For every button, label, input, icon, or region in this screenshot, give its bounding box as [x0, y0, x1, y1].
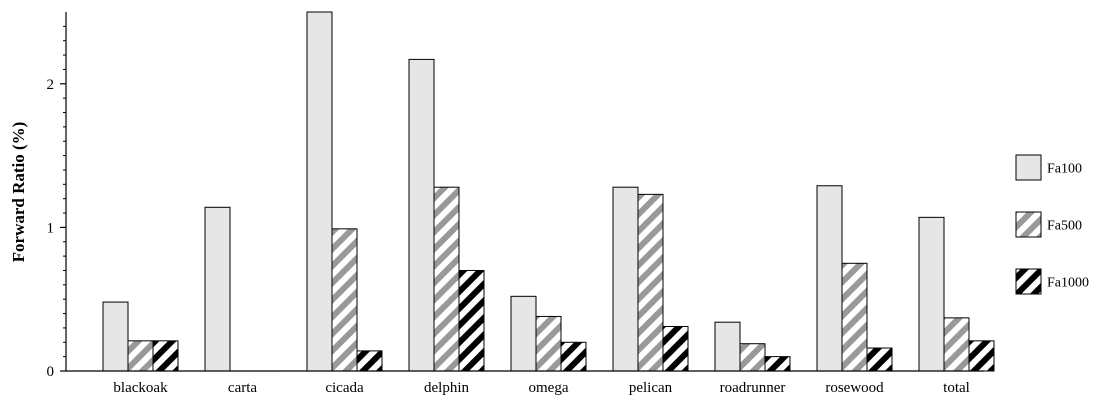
y-ticks: 0 1 2: [47, 77, 66, 380]
legend-swatch-fa1000: [1015, 268, 1042, 295]
legend-label-fa100: Fa100: [1047, 162, 1082, 177]
bar-fa100-carta: [204, 206, 231, 372]
x-tick-label: roadrunner: [720, 380, 786, 396]
legend-swatch-fa100: [1015, 154, 1042, 181]
bar-fa1000-pelican: [662, 325, 689, 372]
bar-fa100-pelican: [612, 186, 639, 372]
legend-swatch-fa500: [1015, 211, 1042, 238]
bar-fa500-rosewood: [841, 262, 868, 372]
bar-fa1000-rosewood: [866, 347, 893, 372]
y-tick-label: 1: [47, 220, 55, 236]
bar-fa100-blackoak: [102, 301, 129, 372]
bar-fa1000-total: [968, 340, 995, 372]
bar-fa1000-blackoak: [152, 340, 179, 372]
bar-fa1000-roadrunner: [764, 356, 791, 372]
bar-fa100-roadrunner: [714, 321, 741, 372]
bar-fa500-total: [943, 317, 970, 372]
bar-fa500-roadrunner: [739, 343, 766, 372]
x-tick-label: delphin: [424, 380, 469, 396]
bar-fa100-delphin: [408, 58, 435, 372]
x-tick-label: pelican: [629, 380, 673, 396]
bar-fa500-omega: [535, 315, 562, 372]
bar-fa100-cicada: [306, 11, 333, 372]
x-tick-label: rosewood: [825, 380, 884, 396]
x-tick-label: cicada: [325, 380, 364, 396]
y-axis-label: Forward Ratio (%): [9, 122, 28, 263]
bar-fa500-pelican: [637, 193, 664, 372]
bar-fa500-delphin: [433, 186, 460, 372]
x-tick-label: carta: [228, 380, 257, 396]
bars-layer: [102, 11, 995, 372]
x-tick-label: blackoak: [113, 380, 168, 396]
bar-fa500-cicada: [331, 228, 358, 372]
x-category-labels: blackoak carta cicada delphin omega pelican ro…: [113, 380, 969, 396]
bar-fa1000-omega: [560, 341, 587, 372]
bar-fa100-total: [918, 216, 945, 372]
x-tick-label: omega: [529, 380, 569, 396]
bar-fa1000-delphin: [458, 269, 485, 372]
y-tick-label: 0: [47, 364, 55, 380]
bar-fa100-rosewood: [816, 185, 843, 372]
bar-fa1000-cicada: [356, 350, 383, 372]
y-tick-label: 2: [47, 77, 55, 93]
x-tick-label: total: [943, 380, 970, 396]
legend-label-fa1000: Fa1000: [1047, 276, 1089, 291]
bar-fa500-blackoak: [127, 340, 154, 372]
y-minor-ticks: [63, 25, 66, 358]
bar-fa100-omega: [510, 295, 537, 372]
legend-label-fa500: Fa500: [1047, 219, 1082, 234]
legend: Fa100 Fa500 Fa1000: [1015, 154, 1089, 295]
